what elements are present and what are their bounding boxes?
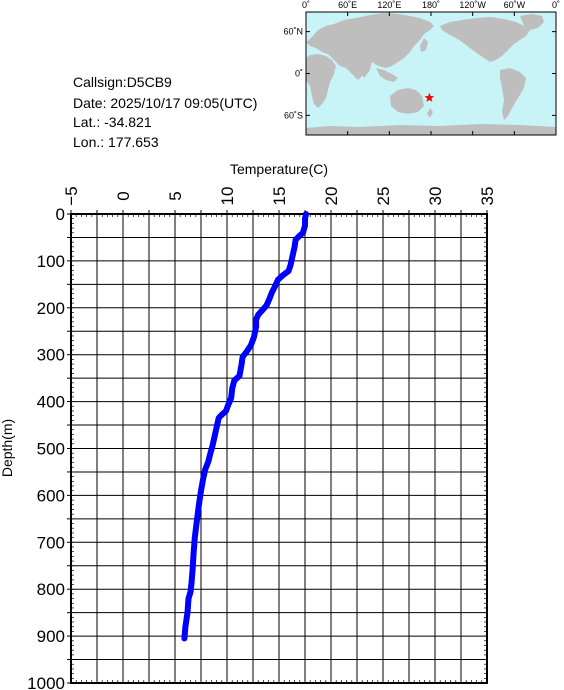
y-tick-label: 600 <box>37 486 65 505</box>
world-map: 0˚ 60˚E 120˚E 180˚ 120˚W 60˚W 0˚ 60˚N 0˚ 60˚S <box>283 0 560 136</box>
greenland-land <box>520 14 544 30</box>
x-tick-label: 5 <box>166 191 185 200</box>
new-zealand-land <box>427 108 433 118</box>
y-tick-label: 800 <box>37 580 65 599</box>
station-marker-star <box>424 92 435 102</box>
map-lat-label: 0˚ <box>295 69 303 79</box>
se-asia-land <box>376 68 398 82</box>
y-tick-label: 700 <box>37 533 65 552</box>
india-land <box>358 56 372 78</box>
map-lon-label: 120˚E <box>377 0 401 10</box>
y-tick-label: 400 <box>37 393 65 412</box>
y-tick-label: 1000 <box>27 674 65 690</box>
x-tick-label: 35 <box>478 187 497 206</box>
map-longitude-labels: 0˚ 60˚E 120˚E 180˚ 120˚W 60˚W 0˚ <box>302 0 560 10</box>
lon-text: Lon.: 177.653 <box>73 134 159 150</box>
x-tick-label: 20 <box>322 187 341 206</box>
y-tick-label: 100 <box>37 252 65 271</box>
map-lat-label: 60˚N <box>283 27 303 37</box>
map-lon-label: 180˚ <box>422 0 440 10</box>
lat-text: Lat.: -34.821 <box>73 114 152 130</box>
map-lon-label: 0˚ <box>552 0 560 10</box>
y-tick-label: 0 <box>56 205 65 224</box>
y-tick-label: 300 <box>37 346 65 365</box>
x-tick-label: −5 <box>62 186 81 205</box>
x-tick-label: 10 <box>218 187 237 206</box>
europe-asia-land <box>306 13 434 80</box>
x-axis-title: Temperature(C) <box>230 161 328 177</box>
x-tick-label: 0 <box>114 191 133 200</box>
map-lon-label: 60˚W <box>504 0 526 10</box>
australia-land <box>390 88 424 114</box>
map-landmass <box>306 13 556 135</box>
map-lat-label: 60˚S <box>284 110 303 120</box>
y-tick-label: 500 <box>37 440 65 459</box>
x-tick-labels: −5 0 5 10 15 20 25 30 35 <box>62 186 497 205</box>
x-tick-label: 30 <box>426 187 445 206</box>
profile-chart: −5 0 5 10 15 20 25 30 35 01002003004005006007008… <box>0 161 497 690</box>
date-text: Date: 2025/10/17 09:05(UTC) <box>73 95 257 111</box>
japan-land <box>420 38 428 52</box>
y-tick-labels: 0 100 200 300 400 500 600 700 800 900 1000 <box>27 205 65 690</box>
temperature-profile-line <box>181 211 309 642</box>
y-tick-label: 900 <box>37 627 65 646</box>
map-lon-label: 0˚ <box>302 0 310 10</box>
plot-frame <box>70 213 488 684</box>
x-tick-label: 15 <box>270 187 289 206</box>
antarctica-land <box>306 124 556 135</box>
map-lon-label: 60˚E <box>338 0 357 10</box>
south-america-land <box>500 68 526 120</box>
callsign-text: Callsign:D5CB9 <box>73 74 172 90</box>
map-latitude-labels: 60˚N 0˚ 60˚S <box>283 27 303 121</box>
africa-land <box>306 54 336 108</box>
map-ticks <box>305 12 557 135</box>
y-tick-label: 200 <box>37 299 65 318</box>
y-axis-title: Depth(m) <box>0 419 15 477</box>
map-lon-label: 120˚W <box>459 0 486 10</box>
station-info: Callsign:D5CB9 Date: 2025/10/17 09:05(UT… <box>73 74 257 150</box>
north-america-land <box>440 17 530 62</box>
x-tick-label: 25 <box>374 187 393 206</box>
